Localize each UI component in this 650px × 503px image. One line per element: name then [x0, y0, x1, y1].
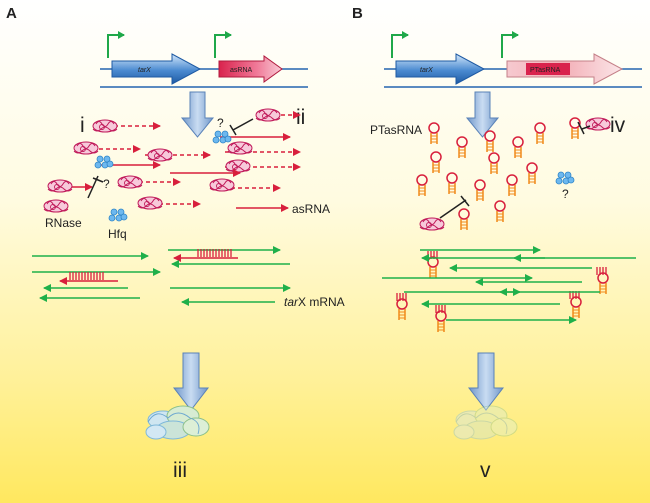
hfq-icon [212, 130, 232, 144]
inhibition-line [232, 118, 254, 131]
asrna-gene-arrow-icon [218, 55, 283, 83]
hairpin-icon [427, 256, 439, 279]
roman-iv: iv [610, 114, 626, 137]
tarx-mrna-rest: X mRNA [298, 295, 345, 309]
hairpin-icon [456, 136, 468, 159]
hairpin-icon [446, 172, 458, 195]
protein-cluster-faint-icon [453, 405, 518, 440]
ribosome-icon [73, 141, 99, 155]
hairpin-icon [435, 310, 447, 333]
gene-map-b: tarX PTasRNA [384, 31, 642, 88]
ribosome-icon [227, 141, 253, 155]
asrna-label: asRNA [292, 202, 330, 216]
ribosome-icon [255, 108, 281, 122]
promoter-arrow-icon [107, 31, 125, 58]
hairpin-icon [416, 174, 428, 197]
ptasrna-core-box [526, 63, 570, 75]
question-mark: ? [217, 116, 224, 130]
tarx-mrna-set [32, 246, 291, 306]
rnase-label: RNase [45, 216, 82, 230]
ribosome-icon [225, 159, 251, 173]
tarx-gene-arrow-icon [395, 53, 486, 85]
question-mark: ? [562, 187, 569, 201]
hairpin-icon [512, 136, 524, 159]
hairpin-icon [430, 151, 442, 174]
hairpin-icon [597, 272, 609, 295]
down-arrow-icon [465, 91, 500, 138]
inhibition-bar [460, 195, 470, 207]
ribosome-icon [43, 199, 69, 213]
panel-a-letter: A [6, 5, 17, 22]
tarx-mrna-label: tarX mRNA [284, 295, 345, 309]
roman-v: v [480, 459, 491, 482]
roman-i: i [80, 114, 85, 137]
ptasrna-hairpins [416, 117, 581, 231]
duplex-bars-icon [69, 271, 104, 281]
ptasrna-gene-label: PTasRNA [530, 67, 561, 74]
down-arrow-icon [172, 352, 210, 411]
inhibition-bar [92, 177, 104, 183]
tarx-gene-label: tarX [420, 67, 433, 74]
question-mark: ? [103, 177, 110, 191]
ribosome-icon [147, 148, 173, 162]
tarx-mrna-italic: tar [284, 295, 299, 309]
hairpin-icon [458, 208, 470, 231]
roman-iii: iii [173, 459, 187, 482]
hfq-icon [94, 155, 114, 169]
hfq-inhibition: ? [212, 116, 254, 144]
inhibition-bar [577, 121, 585, 135]
roman-ii: ii [296, 106, 305, 129]
hairpin-icon [488, 152, 500, 175]
ribosome-icon [92, 119, 118, 133]
hairpin-icon [494, 200, 506, 223]
asrna-transcripts [47, 108, 301, 212]
tarx-mrna-set-b [382, 246, 636, 333]
protein-cluster-icon [145, 405, 210, 440]
hairpin-icon [506, 174, 518, 197]
promoter-arrow-icon [214, 31, 232, 58]
hairpin-icon [534, 122, 546, 145]
ribosome-icon [117, 175, 143, 189]
ptasrna-label: PTasRNA [370, 123, 422, 137]
down-arrow-icon [180, 91, 215, 138]
inhibition-bar [229, 124, 237, 136]
hairpin-icon [396, 298, 408, 321]
tarx-gene-label: tarX [138, 67, 151, 74]
inhibition-line [581, 125, 591, 130]
ribosome-icon [47, 179, 73, 193]
ribosome-icon [209, 178, 235, 192]
ribosome-icon [585, 117, 611, 131]
asrna-gene-label: asRNA [230, 67, 253, 74]
hfq-icon [555, 171, 575, 185]
hairpin-icon [428, 122, 440, 145]
tarx-gene-arrow-icon [111, 53, 202, 85]
hairpin-icon [484, 130, 496, 153]
down-arrow-icon [467, 352, 505, 411]
hfq-label: Hfq [108, 227, 127, 241]
gene-map-a: tarX asRNA [100, 31, 308, 88]
hairpin-icon [570, 296, 582, 319]
hfq-icon [108, 208, 128, 222]
promoter-arrow-icon [391, 31, 409, 58]
inhibition-line [439, 199, 467, 219]
ribosome-icon [419, 217, 445, 231]
promoter-arrow-icon [501, 31, 519, 58]
ribosome-icon [137, 196, 163, 210]
hairpin-icon [569, 117, 581, 140]
hairpin-icon [474, 179, 486, 202]
rnase-inhibition: ? RNase Hfq [43, 175, 128, 241]
hairpin-icon [526, 162, 538, 185]
panel-b-letter: B [352, 5, 363, 22]
